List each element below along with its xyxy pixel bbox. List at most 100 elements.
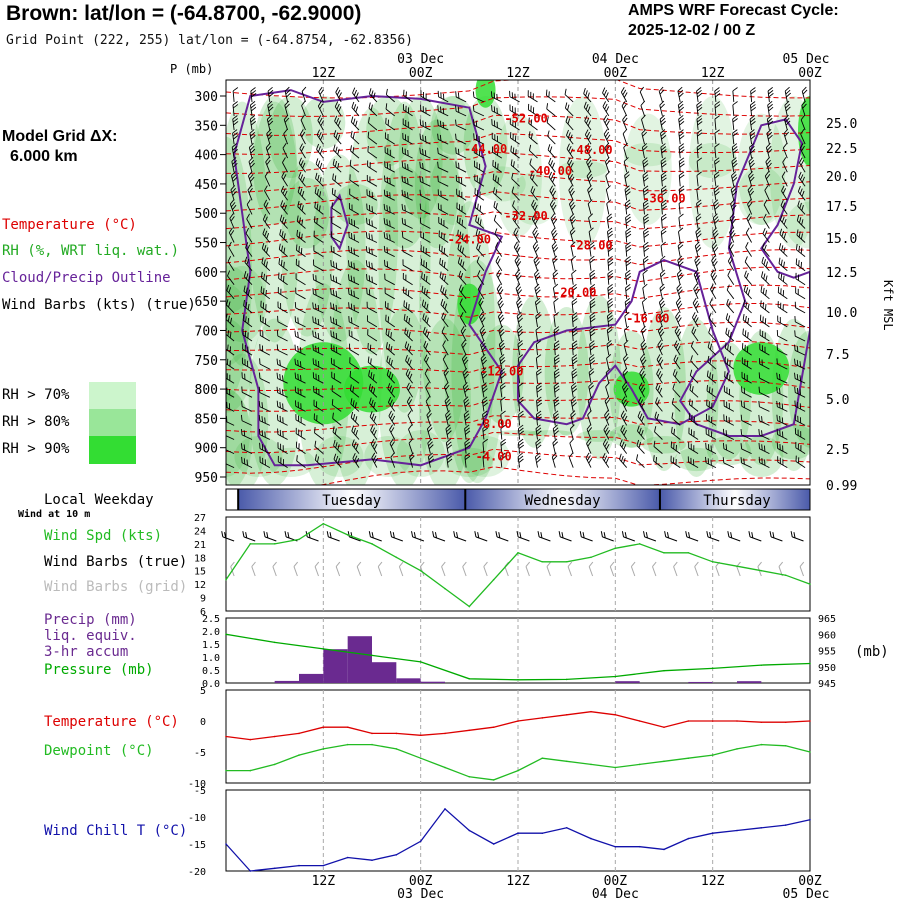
wind-barb-flag — [248, 187, 253, 194]
wind-barb-flag — [282, 445, 284, 452]
wind-barb-staff — [547, 135, 556, 145]
wind-barb — [427, 438, 434, 454]
wind-barb — [607, 269, 614, 285]
wind-barb-flag — [229, 199, 235, 205]
wind-barb — [512, 214, 520, 229]
wind-barb-flag — [475, 228, 478, 235]
wind-barb — [330, 231, 342, 243]
wind-barb-flag — [534, 269, 539, 275]
wind-barb-flag — [437, 147, 439, 154]
wind-barb — [571, 269, 577, 285]
precip-tick-label: 1.0 — [202, 653, 220, 664]
wind-barb-flag — [509, 90, 511, 97]
wind-barb — [333, 439, 342, 454]
wind-barb — [296, 215, 306, 229]
wind-barb — [241, 357, 253, 370]
wind-barb-staff — [459, 303, 467, 314]
wind-barb-staff — [517, 358, 521, 370]
wind-barb-flag — [532, 188, 536, 195]
wind-barb-staff — [493, 206, 503, 215]
wind-barb-flag — [314, 303, 317, 310]
wind-barb-flag — [389, 424, 393, 431]
wind-barb-flag — [371, 399, 374, 406]
wind-barb — [571, 283, 578, 299]
wind-barb — [547, 144, 556, 159]
wind-barb-flag — [419, 133, 421, 140]
wind-barb-flag — [494, 134, 496, 141]
wind-barb-staff — [350, 390, 360, 398]
wind-barb-flag — [569, 134, 573, 141]
wind-barb-flag — [518, 413, 524, 418]
wind-barb-flag — [444, 382, 449, 388]
wind-barb-flag — [337, 120, 341, 127]
dewpoint-line-point — [249, 769, 252, 772]
wind-barb-flag — [317, 347, 320, 353]
wind-barb-flag — [625, 205, 631, 210]
weekday-label: Thursday — [703, 493, 770, 509]
wind-barb-flag — [625, 269, 631, 275]
wind-barb-flag — [464, 373, 469, 379]
wind-barb-flag — [513, 241, 518, 248]
wind-barb-flag — [408, 304, 410, 310]
wind-barb — [419, 217, 431, 229]
wind-barb — [482, 452, 488, 468]
wind-barb-flag — [261, 430, 264, 437]
wind-barb — [348, 231, 360, 243]
wind-barb-flag — [554, 329, 560, 334]
wind-barb-flag — [267, 103, 273, 109]
wind-barb — [568, 185, 575, 201]
wind-barb-flag — [500, 371, 506, 376]
wind-barb — [276, 386, 288, 398]
wind-barb-staff — [625, 287, 628, 299]
wind-barb-flag — [422, 148, 424, 155]
wind-barb-flag — [299, 143, 303, 149]
wind-barb — [348, 316, 360, 328]
wind-barb — [482, 424, 488, 440]
wind-barb-staff — [331, 363, 342, 370]
wind-barb — [534, 452, 542, 468]
wind-barb-staff — [331, 207, 342, 215]
wind-barb-flag — [370, 104, 373, 111]
wind-barb-flag — [605, 145, 610, 151]
wind-barb-flag — [535, 311, 541, 317]
wind-barb-flag — [319, 148, 323, 155]
wind-barb-flag — [602, 101, 607, 107]
wind-barb-flag — [439, 257, 441, 264]
wind-barb-staff — [425, 387, 431, 398]
wind-barb-flag — [546, 116, 549, 123]
wind-barb-flag — [481, 368, 486, 373]
wind-barb-flag — [607, 298, 613, 303]
wind-barb-flag — [535, 314, 542, 320]
wind-barb-staff — [622, 119, 628, 131]
wind-barb-flag — [403, 314, 406, 320]
wind-barb — [419, 189, 431, 201]
wind-barb-flag — [249, 115, 256, 120]
wind-barb — [606, 213, 613, 229]
wind-barb-flag — [387, 302, 389, 309]
wind-barb-flag — [419, 203, 422, 210]
wind-barb-flag — [587, 159, 592, 166]
wind-barb-flag — [368, 370, 371, 377]
wind-barb-flag — [407, 164, 409, 171]
wind-barb — [511, 186, 520, 201]
wind-barb-flag — [262, 214, 267, 220]
wind-barb-flag — [621, 100, 626, 107]
wind-speed-line-point — [590, 556, 592, 559]
wind-barb-flag — [607, 317, 614, 323]
wind-barb-flag — [405, 120, 407, 126]
windchill-line-point — [711, 832, 714, 834]
wind-barb — [371, 452, 378, 468]
wind-barb-flag — [296, 455, 298, 462]
wind-barb-flag — [446, 452, 452, 458]
wind-barb-flag — [301, 205, 304, 211]
isotherm-line — [226, 249, 810, 266]
isotherm-label: -24.00 — [448, 233, 491, 247]
wind-barb-flag — [552, 438, 558, 444]
wind-barb-flag — [527, 90, 529, 97]
wind-barb-flag — [297, 186, 301, 193]
wind-barb-flag — [351, 233, 353, 239]
wind-barb — [477, 284, 485, 300]
wind-barb — [623, 142, 628, 159]
wind-barb-flag — [514, 255, 519, 261]
wind-barb — [535, 354, 542, 370]
